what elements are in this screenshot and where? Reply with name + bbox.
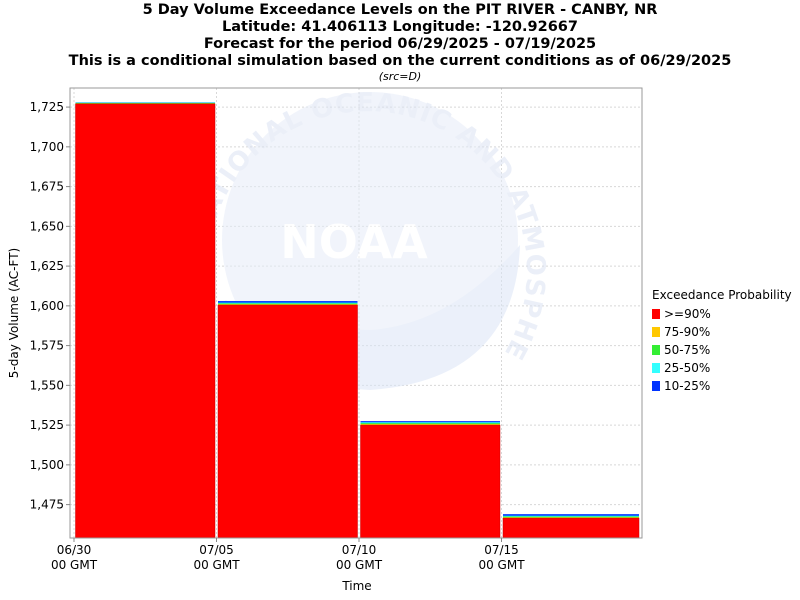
y-tick-label: 1,625 (30, 259, 64, 273)
legend-item: 25-50% (652, 359, 792, 377)
legend-label: 50-75% (664, 343, 711, 357)
y-tick-label: 1,725 (30, 100, 64, 114)
legend-swatch (652, 381, 660, 391)
x-tick-sublabel: 00 GMT (336, 558, 383, 572)
y-tick-label: 1,700 (30, 140, 64, 154)
y-tick-label: 1,550 (30, 378, 64, 392)
legend-swatch (652, 363, 660, 373)
legend-swatch (652, 345, 660, 355)
watermark-center-text: NOAA (280, 215, 428, 269)
chart-title-line-2: Latitude: 41.406113 Longitude: -120.9266… (222, 19, 578, 35)
bar-segment->=90% (360, 424, 501, 539)
legend-item: 10-25% (652, 377, 792, 395)
x-tick-label: 07/15 (484, 543, 519, 557)
y-tick-label: 1,500 (30, 458, 64, 472)
legend-swatch (652, 309, 660, 319)
y-tick-label: 1,600 (30, 299, 64, 313)
y-tick-label: 1,575 (30, 339, 64, 353)
y-tick-label: 1,525 (30, 418, 64, 432)
legend-label: 25-50% (664, 361, 711, 375)
legend-item: 50-75% (652, 341, 792, 359)
y-tick-label: 1,475 (30, 498, 64, 512)
legend: Exceedance Probability >=90% 75-90% 50-7… (652, 288, 792, 395)
x-tick-sublabel: 00 GMT (51, 558, 98, 572)
bar-segment->=90% (75, 103, 216, 539)
x-axis-label: Time (341, 579, 371, 593)
bar-segment->=90% (502, 517, 640, 539)
legend-swatch (652, 327, 660, 337)
bars (75, 102, 640, 539)
bar-segment->=90% (217, 304, 358, 539)
x-tick-label: 07/05 (199, 543, 234, 557)
legend-title: Exceedance Probability (652, 288, 792, 302)
legend-label: 75-90% (664, 325, 711, 339)
legend-label: 10-25% (664, 379, 711, 393)
y-tick-label: 1,675 (30, 180, 64, 194)
plot-frame (69, 87, 643, 539)
legend-label: >=90% (664, 307, 711, 321)
x-tick-label: 06/30 (57, 543, 92, 557)
chart-header: 5 Day Volume Exceedance Levels on the PI… (0, 2, 800, 84)
x-tick-sublabel: 00 GMT (478, 558, 525, 572)
y-axis-label: 5-day Volume (AC-FT) (7, 248, 21, 378)
y-tick-labels: 1,475 1,500 1,525 1,550 1,575 1,600 1,625 1,650… (30, 100, 70, 512)
chart-subtitle: (src=D) (378, 70, 422, 83)
legend-item: >=90% (652, 305, 792, 323)
y-tick-label: 1,650 (30, 219, 64, 233)
chart-title-line-3: Forecast for the period 06/29/2025 - 07/… (203, 36, 597, 52)
x-tick-sublabel: 00 GMT (193, 558, 240, 572)
legend-item: 75-90% (652, 323, 792, 341)
chart-title-line-4: This is a conditional simulation based o… (68, 53, 732, 69)
x-tick-label: 07/10 (342, 543, 377, 557)
chart-title-line-1: 5 Day Volume Exceedance Levels on the PI… (142, 2, 658, 18)
axes (69, 87, 643, 539)
